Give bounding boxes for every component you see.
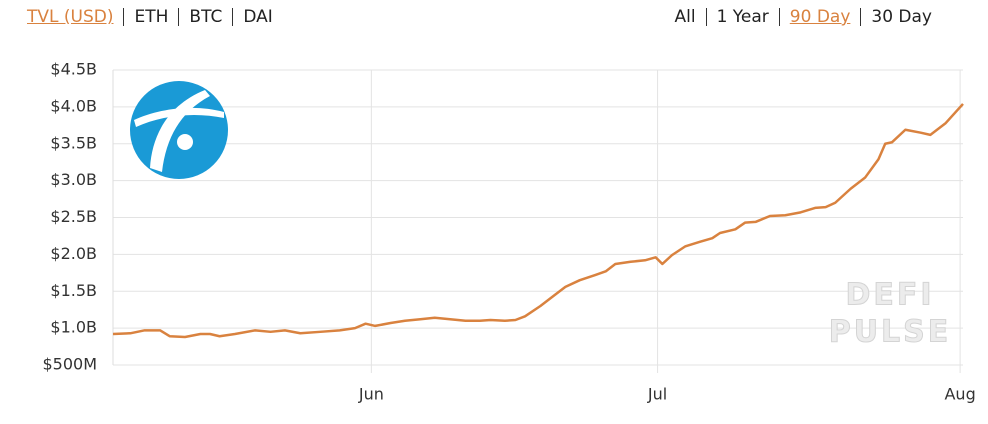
tab[interactable]: BTC — [178, 8, 232, 26]
y-tick-label: $1.5B — [50, 281, 97, 300]
tab[interactable]: 30 Day — [860, 8, 942, 26]
range-tabs: All 1 Year 90 Day 30 Day — [674, 8, 942, 26]
x-tick-label: Jul — [647, 385, 667, 404]
y-tick-label: $2.5B — [50, 207, 97, 226]
y-tick-label: $1.0B — [50, 318, 97, 337]
y-tick-label: $500M — [42, 355, 97, 374]
asset-tabs: TVL (USD) ETH BTC DAI — [27, 8, 283, 26]
x-tick-label: Jun — [358, 385, 384, 404]
data-line — [112, 103, 964, 339]
tab[interactable]: 1 Year — [705, 8, 779, 26]
logo — [130, 81, 228, 179]
tab[interactable]: ETH — [123, 8, 178, 26]
tab[interactable]: All — [674, 7, 696, 27]
tab[interactable]: 90 Day — [778, 8, 861, 26]
y-tick-label: $3.5B — [50, 133, 97, 152]
tab[interactable]: DAI — [232, 8, 282, 26]
x-tick-label: Aug — [944, 385, 975, 404]
y-tick-label: $2.0B — [50, 244, 97, 263]
tab[interactable]: TVL (USD) — [27, 7, 114, 27]
watermark: PULSE — [829, 315, 952, 350]
y-tick-label: $3.0B — [50, 170, 97, 189]
watermark: DEFI — [845, 278, 934, 313]
y-tick-label: $4.0B — [50, 96, 97, 115]
y-tick-label: $4.5B — [50, 60, 97, 79]
